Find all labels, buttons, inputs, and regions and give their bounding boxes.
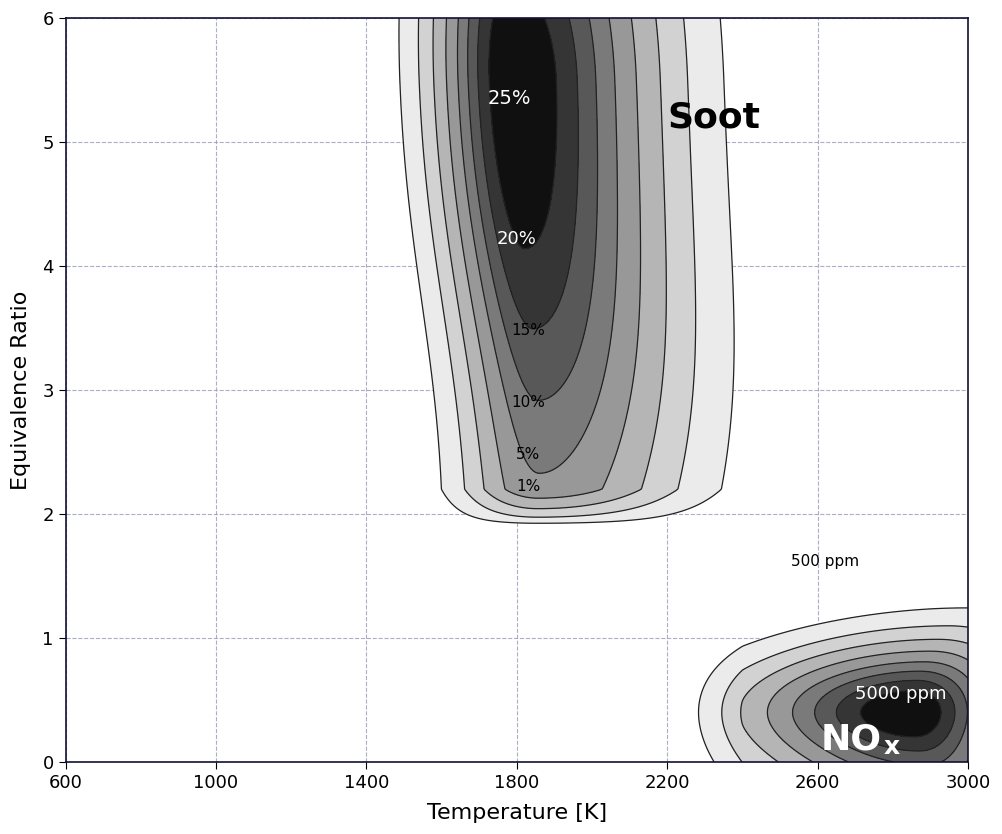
Text: 10%: 10%	[511, 395, 545, 410]
Text: 5%: 5%	[516, 447, 540, 462]
Text: 1%: 1%	[516, 480, 540, 495]
X-axis label: Temperature [K]: Temperature [K]	[427, 803, 607, 823]
Text: 15%: 15%	[511, 323, 545, 338]
Text: 25%: 25%	[488, 89, 531, 108]
Y-axis label: Equivalence Ratio: Equivalence Ratio	[11, 290, 31, 490]
Text: NO: NO	[821, 722, 882, 756]
Text: 500 ppm: 500 ppm	[792, 554, 860, 569]
Text: x: x	[884, 735, 900, 759]
Text: 20%: 20%	[497, 230, 537, 248]
Text: 5000 ppm: 5000 ppm	[855, 685, 946, 703]
Text: Soot: Soot	[667, 100, 761, 134]
